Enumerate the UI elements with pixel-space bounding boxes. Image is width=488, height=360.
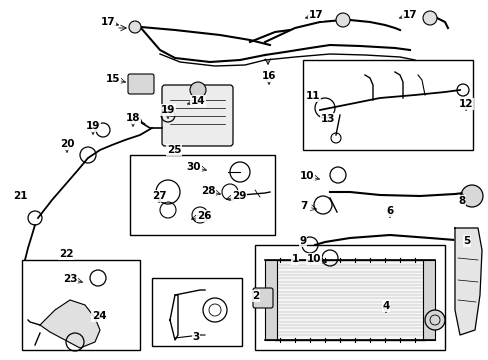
- Text: 20: 20: [60, 139, 74, 149]
- FancyBboxPatch shape: [162, 85, 232, 146]
- Text: 16: 16: [261, 71, 276, 81]
- Text: 27: 27: [151, 191, 166, 201]
- Text: 17: 17: [101, 17, 115, 27]
- Text: 21: 21: [13, 191, 27, 201]
- Text: 28: 28: [201, 186, 215, 196]
- FancyBboxPatch shape: [128, 74, 154, 94]
- Text: 18: 18: [125, 113, 140, 123]
- Text: 22: 22: [59, 249, 73, 259]
- Text: 12: 12: [458, 99, 472, 109]
- Text: 2: 2: [252, 291, 259, 301]
- Text: 10: 10: [299, 171, 314, 181]
- Bar: [274, 260, 424, 340]
- Text: 25: 25: [166, 145, 181, 155]
- Circle shape: [335, 13, 349, 27]
- Text: 3: 3: [192, 332, 199, 342]
- Text: 5: 5: [463, 236, 469, 246]
- Bar: [254, 245, 444, 350]
- Text: 24: 24: [92, 311, 106, 321]
- Bar: [303, 60, 472, 150]
- Text: 14: 14: [190, 96, 205, 106]
- Circle shape: [422, 11, 436, 25]
- Bar: [152, 278, 242, 346]
- Text: 17: 17: [402, 10, 416, 20]
- Bar: [130, 155, 274, 235]
- Polygon shape: [40, 300, 100, 348]
- Bar: [422, 260, 434, 340]
- Circle shape: [460, 185, 482, 207]
- Text: 19: 19: [161, 105, 175, 115]
- Circle shape: [424, 310, 444, 330]
- FancyBboxPatch shape: [252, 288, 272, 308]
- Text: 9: 9: [299, 236, 306, 246]
- Text: 4: 4: [382, 301, 389, 311]
- Text: 8: 8: [457, 196, 465, 206]
- Text: 17: 17: [308, 10, 323, 20]
- Text: 6: 6: [386, 206, 393, 216]
- Circle shape: [190, 82, 205, 98]
- Text: 15: 15: [105, 74, 120, 84]
- Text: 30: 30: [186, 162, 201, 172]
- Text: 23: 23: [62, 274, 77, 284]
- Circle shape: [129, 21, 141, 33]
- Text: 7: 7: [300, 201, 307, 211]
- Text: 26: 26: [196, 211, 211, 221]
- Bar: [22, 260, 140, 350]
- Text: 1: 1: [291, 254, 298, 264]
- Text: 11: 11: [305, 91, 320, 101]
- Text: 19: 19: [85, 121, 100, 131]
- Bar: [264, 260, 276, 340]
- Text: 10: 10: [306, 254, 321, 264]
- Text: 13: 13: [320, 114, 335, 124]
- Polygon shape: [454, 228, 481, 335]
- Text: 29: 29: [231, 191, 245, 201]
